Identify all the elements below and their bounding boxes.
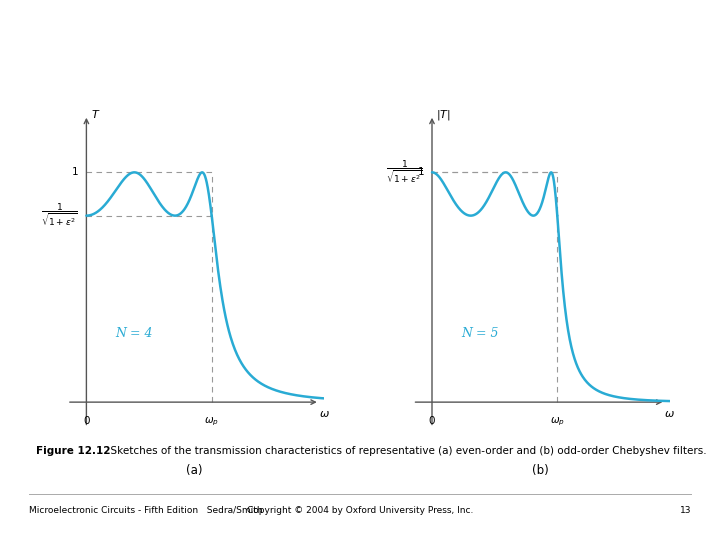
Text: 0: 0 — [428, 416, 436, 426]
Text: N = 5: N = 5 — [461, 327, 498, 340]
Text: Sketches of the transmission characteristics of representative (a) even-order an: Sketches of the transmission characteris… — [104, 446, 707, 456]
Text: N = 4: N = 4 — [115, 327, 153, 340]
Text: 1: 1 — [418, 167, 425, 177]
Text: (b): (b) — [531, 464, 549, 477]
Text: 13: 13 — [680, 506, 691, 515]
Text: $\dfrac{1}{\sqrt{1+\varepsilon^2}}$: $\dfrac{1}{\sqrt{1+\varepsilon^2}}$ — [387, 159, 423, 186]
Text: $\dfrac{1}{\sqrt{1+\varepsilon^2}}$: $\dfrac{1}{\sqrt{1+\varepsilon^2}}$ — [41, 202, 78, 230]
Text: Copyright © 2004 by Oxford University Press, Inc.: Copyright © 2004 by Oxford University Pr… — [247, 506, 473, 515]
Text: $\omega_p$: $\omega_p$ — [204, 416, 219, 428]
Text: $T$: $T$ — [91, 108, 100, 120]
Text: $\omega$: $\omega$ — [664, 409, 675, 419]
Text: $\omega_p$: $\omega_p$ — [550, 416, 564, 428]
Text: $|T|$: $|T|$ — [436, 108, 451, 122]
Text: $\omega$: $\omega$ — [318, 409, 330, 419]
Text: (a): (a) — [186, 464, 202, 477]
Text: 0: 0 — [83, 416, 90, 426]
Text: Microelectronic Circuits - Fifth Edition   Sedra/Smith: Microelectronic Circuits - Fifth Edition… — [29, 506, 262, 515]
Text: Figure 12.12: Figure 12.12 — [36, 446, 110, 456]
Text: 1: 1 — [72, 167, 78, 177]
